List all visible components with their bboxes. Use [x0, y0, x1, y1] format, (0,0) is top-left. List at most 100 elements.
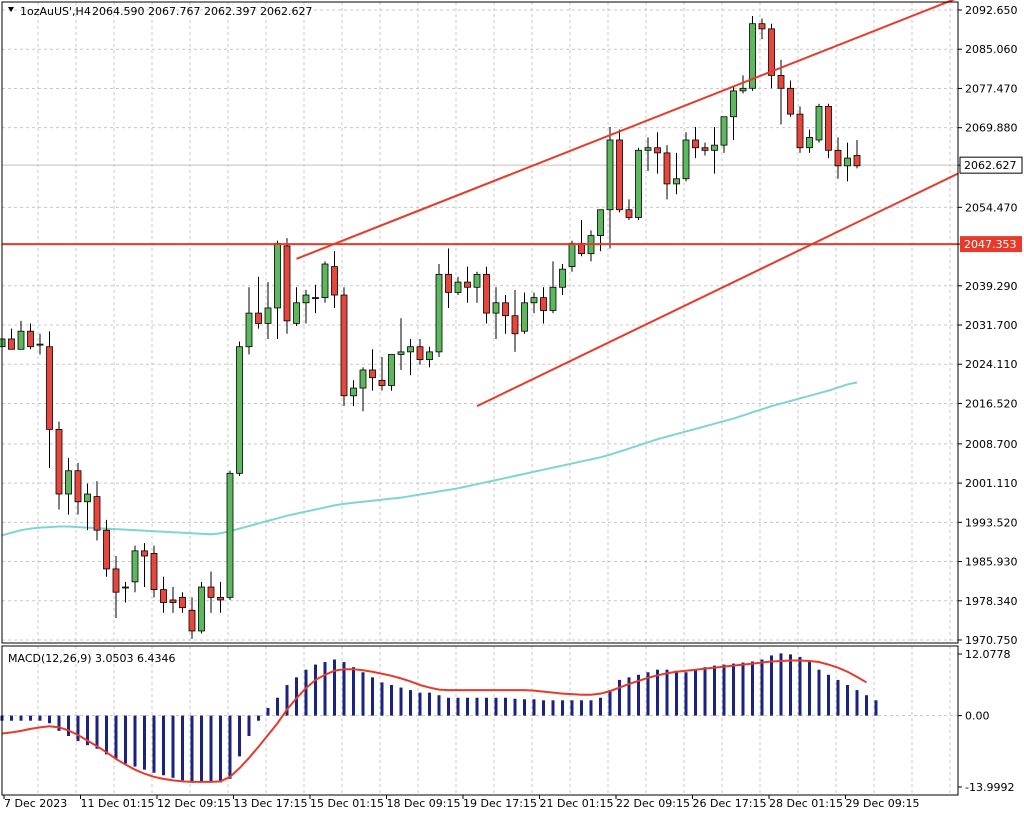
time-tick-label: 21 Dec 01:15 — [540, 797, 614, 810]
macd-histogram-bar — [456, 697, 460, 716]
macd-histogram-bar — [380, 682, 384, 716]
macd-histogram-bar — [798, 656, 802, 716]
macd-histogram-bar — [713, 665, 716, 716]
candle-bull — [264, 307, 272, 324]
macd-histogram-bar — [342, 662, 346, 716]
trend-lines-layer — [2, 0, 959, 408]
macd-histogram-bar — [48, 715, 51, 724]
candle-bull — [226, 472, 234, 598]
macd-histogram-bar — [399, 687, 403, 716]
candle-bull — [749, 23, 756, 89]
macd-signal-line — [1, 659, 868, 783]
price-tick-label: 2069.880 — [965, 122, 1018, 135]
candle-bear — [825, 105, 832, 151]
macd-histogram-bar — [513, 698, 517, 716]
macd-histogram-bar — [228, 715, 232, 779]
candle-bull — [65, 470, 72, 495]
candle-bear — [27, 330, 34, 348]
candle-bull — [312, 297, 319, 300]
candle-bull — [236, 346, 243, 474]
price-tick-label: 2016.520 — [965, 397, 1018, 410]
candle-bear — [692, 139, 699, 149]
macd-histogram-bar — [684, 672, 688, 716]
price-tick-label: 1970.750 — [965, 634, 1018, 647]
candle-bear — [283, 245, 291, 322]
time-tick-label: 19 Dec 17:15 — [463, 797, 537, 810]
macd-histogram-bar — [437, 695, 441, 716]
main-panel-frame — [1, 1, 959, 644]
candle-bull — [815, 105, 823, 141]
candle-bull — [435, 273, 443, 353]
macd-histogram-bar — [627, 677, 631, 716]
candle-bull — [682, 139, 690, 180]
macd-histogram-bar — [171, 715, 175, 778]
macd-histogram-bar — [428, 692, 431, 716]
time-tick-label: 11 Dec 01:15 — [81, 797, 155, 810]
time-tick-label: 7 Dec 2023 — [4, 797, 67, 810]
macd-histogram-bar — [551, 700, 555, 716]
macd-label: MACD(12,26,9) 3.0503 6.4346 — [8, 652, 176, 665]
macd-histogram-bar — [523, 699, 526, 716]
candle-bull — [350, 387, 357, 397]
candle-bull — [122, 586, 129, 589]
macd-histogram-bar — [817, 669, 821, 716]
macd-histogram-bar — [105, 715, 108, 755]
candle-bear — [331, 266, 338, 296]
time-tick-label: 28 Dec 01:15 — [769, 797, 843, 810]
price-tick-label: 2031.700 — [965, 319, 1018, 332]
macd-histogram-bar — [694, 669, 697, 716]
macd-histogram-bar — [114, 715, 118, 760]
triangle-down-icon[interactable] — [8, 7, 14, 12]
macd-histogram-bar — [466, 697, 469, 716]
macd-histogram-bar — [532, 699, 536, 716]
macd-histogram-bar — [475, 697, 479, 716]
candle-bull — [530, 297, 538, 304]
macd-histogram-bar — [333, 659, 336, 716]
candle-bull — [644, 147, 652, 151]
candle-bear — [654, 147, 661, 154]
channel-lower-line — [476, 172, 959, 408]
macd-histogram-bar — [637, 674, 640, 716]
macd-header: MACD(12,26,9) 3.0503 6.4346 — [8, 652, 176, 665]
time-tick-label: 18 Dec 09:15 — [387, 797, 461, 810]
candle-bull — [198, 586, 205, 632]
macd-histogram-bar — [865, 695, 868, 716]
macd-histogram-bar — [770, 655, 773, 716]
price-tick-label: 2008.700 — [965, 438, 1018, 451]
candle-bear — [55, 428, 63, 495]
macd-histogram-bar — [57, 715, 61, 731]
macd-histogram-bar — [29, 715, 32, 721]
macd-histogram-bar — [10, 715, 13, 721]
candle-bull — [359, 369, 367, 389]
candle-bear — [340, 294, 348, 397]
price-tick-label: 1978.340 — [965, 595, 1018, 608]
candle-bull — [302, 294, 310, 304]
candle-bull — [559, 268, 566, 288]
macd-histogram-bar — [656, 669, 659, 716]
macd-histogram-bar — [266, 707, 270, 716]
macd-histogram-bar — [124, 715, 127, 764]
macd-histogram-bar — [418, 692, 422, 716]
ohlc-label: 2064.590 2067.767 2062.397 2062.627 — [92, 5, 312, 18]
macd-panel-frame — [1, 645, 959, 796]
candle-bull — [673, 178, 680, 185]
candle-bull — [274, 242, 281, 309]
macd-histogram-bar — [409, 690, 412, 716]
candle-bear — [378, 379, 386, 386]
current-price-label: 2062.627 — [964, 159, 1017, 172]
macd-histogram-bar — [304, 669, 308, 716]
candle-bear — [540, 297, 547, 311]
time-tick-label: 22 Dec 09:15 — [616, 797, 690, 810]
price-tick-label: 2054.470 — [965, 201, 1018, 214]
candle-bear — [217, 596, 224, 601]
candle-bear — [74, 470, 82, 503]
time-tick-label: 15 Dec 01:15 — [310, 797, 384, 810]
macd-histogram-bar — [599, 697, 602, 716]
macd-histogram-bar — [485, 697, 488, 716]
macd-histogram-bar — [570, 700, 574, 716]
macd-histogram-bar — [295, 677, 298, 716]
macd-histogram-bar — [494, 697, 498, 716]
macd-histogram-bar — [19, 715, 23, 721]
